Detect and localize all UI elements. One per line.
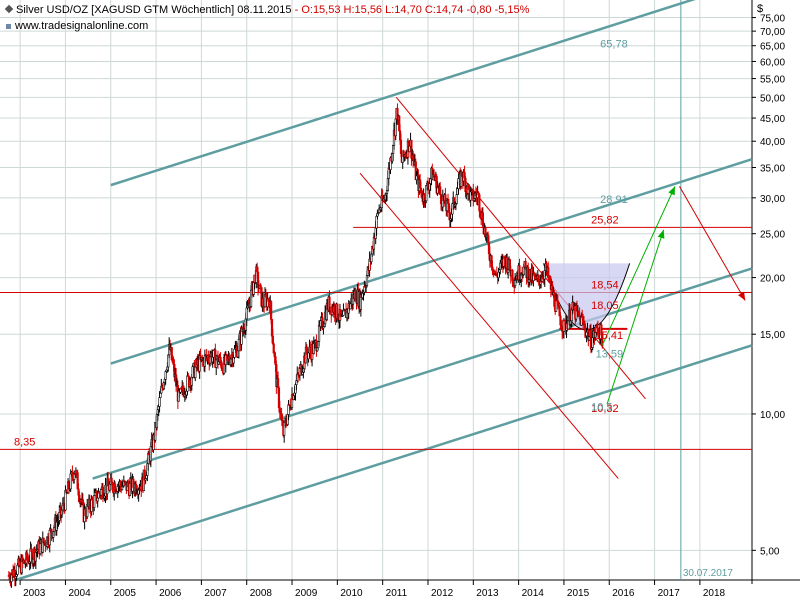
candle-body: [537, 275, 540, 281]
x-tick-label: 2009: [295, 588, 318, 599]
y-tick-label: 30,00: [760, 194, 785, 205]
bullish-projection-arrow-head: [668, 186, 675, 196]
bullish-projection-arrow: [601, 186, 676, 346]
instrument-name: Silver USD/OZ [XAGUSD GTM: [16, 4, 169, 16]
descending-trendline-upper: [395, 97, 646, 400]
candle-body: [149, 446, 152, 462]
x-tick-label: 2008: [250, 588, 273, 599]
candle-body: [158, 397, 161, 407]
y-tick-label: 10,00: [760, 410, 785, 421]
x-tick-label: 2011: [386, 588, 408, 599]
y-tick-label: 55,00: [760, 75, 785, 86]
candle-body: [336, 303, 339, 320]
y-tick-label: 5,00: [760, 546, 780, 557]
x-tick-label: 2010: [340, 588, 363, 599]
candle-body: [491, 266, 494, 270]
y-tick-label: 15,00: [760, 330, 785, 341]
horizontal-level-label: 15,41: [596, 330, 624, 342]
candle-body: [93, 495, 96, 508]
level-label: 13,59: [596, 349, 624, 361]
candle-body: [601, 334, 604, 347]
y-tick-label: 25,00: [760, 230, 785, 241]
level-label: 65,78: [600, 38, 628, 50]
x-tick-label: 2012: [431, 588, 454, 599]
y-tick-label: 70,00: [760, 27, 785, 38]
level-label: 28,91: [600, 194, 628, 206]
candle-body: [561, 326, 564, 332]
candle-body: [50, 528, 53, 535]
bullet-icon: [6, 23, 11, 29]
source-url[interactable]: www.tradesignalonline.com: [15, 20, 149, 32]
candle-body: [455, 194, 458, 204]
candle-body: [90, 499, 93, 512]
y-tick-label: 65,00: [760, 42, 785, 53]
horizontal-level-label: 18,54: [591, 280, 619, 292]
interval-label: Wöchentlich]: [171, 4, 235, 16]
bearish-projection-arrow-head: [738, 291, 746, 301]
candlestick-series: [7, 103, 604, 588]
candle-body: [48, 529, 51, 546]
candle-body: [259, 284, 262, 288]
bearish-projection-arrow: [679, 186, 746, 301]
y-axis-currency-label: $: [757, 3, 763, 15]
channel-trendline: [15, 344, 753, 582]
x-tick-label: 2003: [23, 588, 46, 599]
x-tick-label: 2006: [159, 588, 182, 599]
y-tick-label: 75,00: [760, 14, 785, 25]
horizontal-level-label: 8,35: [14, 436, 35, 448]
y-tick-label: 20,00: [760, 274, 785, 285]
x-tick-label: 2018: [703, 588, 726, 599]
y-tick-label: 45,00: [760, 114, 785, 125]
x-tick-label: 2017: [658, 588, 681, 599]
chart-header: Silver USD/OZ [XAGUSD GTM Wöchentlich] 0…: [16, 4, 529, 16]
candle-body: [479, 210, 482, 216]
candle-body: [467, 184, 471, 190]
x-tick-label: 2005: [114, 588, 137, 599]
y-tick-label: 60,00: [760, 57, 785, 68]
candle-body: [194, 366, 197, 378]
descending-trendline-lower: [359, 172, 619, 479]
candle-body: [270, 301, 273, 320]
source-link[interactable]: www.tradesignalonline.com: [6, 20, 148, 32]
level-label: 10,32: [591, 403, 619, 415]
candle-body: [190, 376, 193, 386]
vertical-date-label: 30.07.2017: [683, 568, 733, 579]
bullish-projection-arrow-alt-head: [657, 229, 665, 239]
ohlc-quote: - O:15,53 H:15,56 L:14,70 C:14,74 -0,80 …: [294, 4, 530, 16]
x-tick-label: 2004: [68, 588, 91, 599]
candle-body: [96, 497, 99, 502]
candle-body: [439, 186, 442, 195]
candle-body: [233, 348, 236, 358]
quote-date: 08.11.2015: [237, 4, 292, 16]
candle-body: [524, 260, 527, 268]
level-label: 10,5: [591, 401, 612, 413]
candle-body: [333, 305, 336, 317]
y-tick-label: 40,00: [760, 137, 785, 148]
channel-trendline: [110, 158, 753, 365]
y-tick-label: 50,00: [760, 93, 785, 104]
candle-body: [100, 489, 103, 496]
channel-trendline: [92, 267, 753, 480]
channel-trendline: [110, 0, 696, 187]
candle-body: [419, 187, 423, 191]
x-tick-label: 2015: [567, 588, 590, 599]
x-tick-label: 2013: [476, 588, 499, 599]
x-tick-label: 2014: [522, 588, 545, 599]
x-tick-label: 2007: [204, 588, 227, 599]
candle-body: [514, 279, 517, 286]
y-tick-label: 35,00: [760, 163, 785, 174]
bullish-projection-arrow-alt: [606, 229, 665, 405]
x-tick-label: 2016: [612, 588, 635, 599]
candle-body: [39, 543, 42, 555]
horizontal-level-label: 25,82: [591, 214, 619, 226]
candle-body: [237, 338, 240, 352]
level-label: 18,05: [591, 300, 619, 312]
